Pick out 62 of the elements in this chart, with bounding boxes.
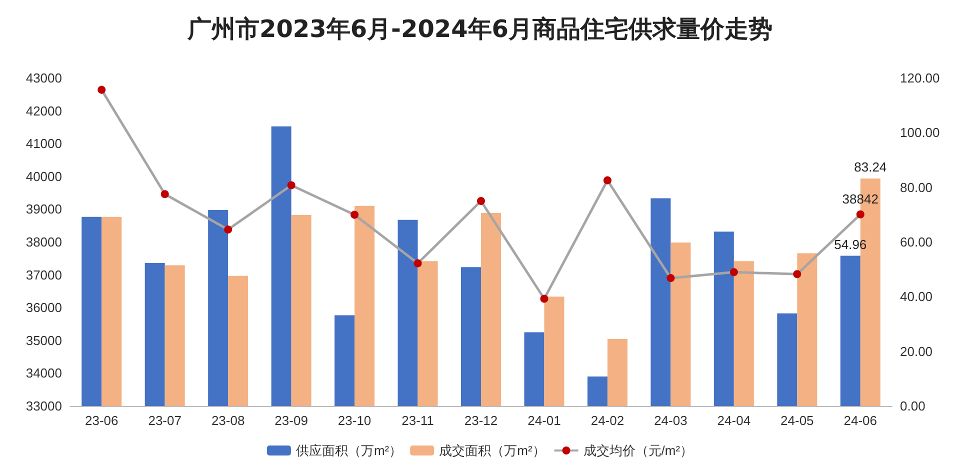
bar	[208, 210, 228, 406]
x-tick-label: 23-12	[464, 413, 498, 428]
x-tick-label: 24-02	[590, 413, 624, 428]
y2-tick-label: 80.00	[900, 180, 933, 195]
bar	[354, 206, 375, 406]
x-tick-label: 23-11	[402, 413, 434, 428]
x-tick-label: 24-03	[654, 413, 688, 428]
x-tick-label: 23-08	[211, 413, 245, 428]
y-tick-label: 41000	[26, 136, 62, 152]
x-tick-label: 24-04	[717, 413, 751, 428]
y2-tick-label: 120.00	[900, 70, 940, 86]
x-tick-label: 24-01	[528, 413, 561, 428]
bar	[398, 220, 418, 406]
bar	[544, 296, 564, 406]
y2-tick-label: 20.00	[900, 344, 933, 359]
chart-title: 广州市2023年6月-2024年6月商品住宅供求量价走势	[186, 15, 772, 43]
y-tick-label: 34000	[26, 366, 62, 381]
legend-label: 成交面积（万m²）	[439, 443, 546, 458]
bar	[82, 216, 102, 406]
data-label: 83.24	[854, 159, 887, 174]
y2-tick-label: 40.00	[900, 289, 933, 304]
y2-tick-label: 0.00	[900, 398, 926, 414]
y-tick-label: 36000	[26, 300, 62, 316]
bar	[271, 126, 292, 406]
y-tick-label: 33000	[26, 398, 62, 414]
y-tick-label: 37000	[26, 267, 62, 282]
bar	[481, 213, 501, 406]
legend-label: 供应面积（万m²）	[296, 443, 402, 458]
y2-tick-label: 60.00	[900, 234, 933, 250]
x-tick-label: 24-06	[844, 413, 878, 428]
y-tick-label: 43000	[26, 70, 62, 86]
bar	[144, 263, 165, 406]
y-tick-label: 40000	[26, 168, 62, 184]
bar	[587, 376, 608, 406]
y-tick-label: 35000	[26, 332, 62, 348]
bar	[607, 339, 628, 406]
data-label: 38842	[842, 191, 878, 206]
bar	[734, 261, 754, 406]
bar	[291, 214, 312, 406]
legend-label: 成交均价（元/m²）	[583, 443, 694, 458]
y-tick-label: 38000	[26, 234, 62, 250]
bar	[714, 232, 734, 406]
y-tick-label: 39000	[26, 202, 62, 217]
x-tick-label: 24-05	[780, 413, 814, 428]
bar	[650, 198, 671, 406]
bar	[418, 261, 438, 406]
bar	[228, 276, 248, 406]
bar	[670, 242, 691, 406]
x-tick-label: 23-09	[274, 413, 308, 428]
bar	[840, 256, 860, 406]
bar	[334, 315, 355, 406]
x-tick-label: 23-07	[148, 413, 182, 428]
bar	[164, 265, 185, 406]
x-tick-label: 23-10	[338, 413, 372, 428]
y2-tick-label: 100.00	[900, 125, 940, 140]
x-tick-label: 23-06	[84, 413, 118, 428]
bar	[524, 332, 544, 406]
bar	[797, 253, 818, 406]
bar	[102, 216, 122, 406]
y-tick-label: 42000	[26, 103, 62, 118]
bar	[461, 267, 481, 406]
bar	[777, 313, 798, 406]
